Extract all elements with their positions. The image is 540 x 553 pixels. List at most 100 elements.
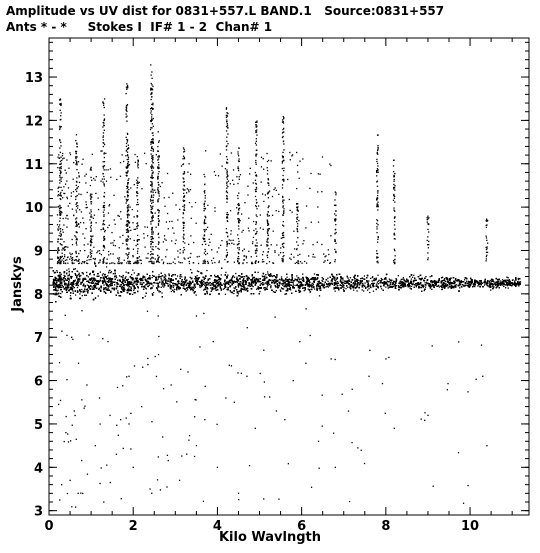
band-point bbox=[372, 290, 375, 292]
band-point bbox=[68, 268, 70, 270]
band-point bbox=[257, 288, 260, 290]
band-point bbox=[361, 289, 363, 291]
band-point bbox=[285, 280, 287, 282]
band-point bbox=[460, 280, 463, 282]
band-point bbox=[265, 273, 267, 276]
band-point bbox=[133, 289, 135, 292]
band-point bbox=[189, 276, 191, 279]
band-point bbox=[420, 286, 422, 289]
band-point bbox=[485, 283, 487, 285]
band-point bbox=[84, 286, 86, 288]
band-point bbox=[117, 290, 119, 292]
band-point bbox=[54, 271, 57, 274]
band-point bbox=[466, 284, 469, 286]
band-point bbox=[342, 288, 345, 291]
band-point bbox=[282, 288, 285, 290]
band-point bbox=[334, 279, 337, 282]
band-point bbox=[186, 287, 188, 290]
band-point bbox=[165, 279, 168, 281]
band-point bbox=[484, 282, 486, 284]
band-point bbox=[68, 279, 71, 281]
band-point bbox=[196, 280, 198, 282]
band-point bbox=[371, 284, 374, 287]
band-point bbox=[327, 283, 329, 285]
band-point bbox=[433, 285, 435, 287]
band-point bbox=[112, 281, 114, 283]
band-point bbox=[155, 278, 157, 280]
band-point bbox=[491, 285, 493, 287]
band-point bbox=[256, 288, 258, 290]
band-point bbox=[498, 283, 500, 285]
band-point bbox=[431, 285, 433, 287]
band-point bbox=[164, 275, 167, 277]
band-point bbox=[501, 284, 503, 286]
band-point bbox=[122, 287, 125, 289]
band-point bbox=[110, 283, 112, 285]
band-point bbox=[284, 279, 286, 281]
band-point bbox=[68, 274, 70, 277]
band-point bbox=[131, 281, 133, 284]
band-point bbox=[208, 284, 210, 286]
band-point bbox=[366, 281, 368, 283]
band-point bbox=[94, 297, 97, 299]
band-point bbox=[130, 286, 132, 288]
band-point bbox=[131, 273, 133, 276]
band-point bbox=[89, 282, 91, 284]
band-point bbox=[179, 275, 181, 277]
band-point bbox=[388, 285, 390, 287]
band-point bbox=[88, 285, 90, 287]
x-tick-label: 10 bbox=[461, 519, 479, 534]
band-point bbox=[63, 274, 65, 277]
band-point bbox=[401, 278, 403, 280]
band-point bbox=[336, 281, 339, 283]
band-point bbox=[72, 290, 74, 292]
band-point bbox=[302, 273, 304, 275]
band-point bbox=[345, 287, 347, 290]
band-point bbox=[102, 277, 104, 280]
band-point bbox=[363, 278, 365, 280]
band-point bbox=[139, 283, 141, 285]
band-point bbox=[160, 277, 162, 280]
y-tick-label: 7 bbox=[34, 331, 43, 346]
band-point bbox=[66, 288, 68, 290]
band-point bbox=[490, 289, 492, 291]
band-point bbox=[252, 285, 254, 288]
band-point bbox=[125, 271, 127, 273]
band-point bbox=[69, 294, 72, 297]
band-point bbox=[152, 291, 155, 294]
band-point bbox=[441, 276, 444, 278]
band-point bbox=[117, 292, 119, 294]
band-point bbox=[156, 288, 159, 290]
band-point bbox=[87, 290, 89, 292]
band-point bbox=[321, 279, 323, 282]
band-point bbox=[84, 277, 86, 279]
band-point bbox=[207, 279, 209, 281]
band-point bbox=[493, 285, 495, 287]
band-point bbox=[275, 289, 278, 292]
band-point bbox=[403, 278, 405, 280]
band-point bbox=[397, 285, 400, 287]
band-point bbox=[298, 282, 300, 284]
band-point bbox=[458, 282, 460, 284]
band-point bbox=[207, 283, 209, 286]
band-point bbox=[276, 286, 279, 288]
band-point bbox=[230, 282, 232, 284]
band-point bbox=[508, 284, 510, 286]
band-point bbox=[371, 276, 374, 279]
band-point bbox=[233, 292, 235, 295]
band-point bbox=[496, 282, 499, 284]
band-point bbox=[509, 283, 511, 285]
band-point bbox=[435, 281, 438, 283]
band-point bbox=[278, 278, 281, 281]
band-point bbox=[114, 281, 116, 283]
band-point bbox=[82, 273, 84, 275]
band-point bbox=[52, 284, 54, 286]
band-point bbox=[204, 284, 206, 287]
band-point bbox=[60, 275, 62, 277]
band-point bbox=[86, 284, 88, 286]
y-tick-label: 13 bbox=[25, 71, 43, 86]
band-point bbox=[139, 277, 142, 280]
band-point bbox=[187, 286, 189, 289]
y-tick-label: 9 bbox=[34, 244, 43, 259]
